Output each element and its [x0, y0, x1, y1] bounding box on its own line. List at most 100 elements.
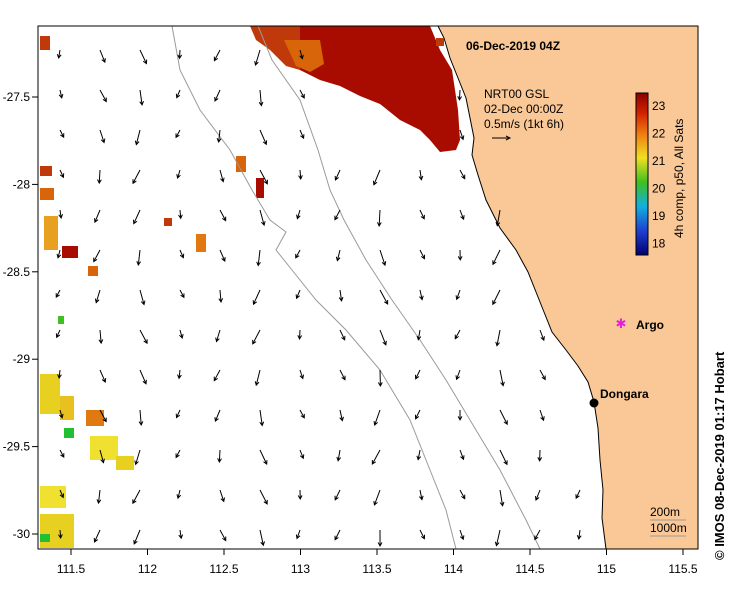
current-arrow-icon — [94, 289, 101, 304]
current-arrow-icon — [339, 369, 346, 381]
colorbar-scale — [635, 92, 649, 256]
x-tick-label: 112.5 — [209, 562, 238, 576]
x-tick-label: 114 — [444, 562, 463, 576]
current-arrow-icon — [179, 249, 185, 259]
colorbar: 23 22 21 20 19 18 4h comp, p50, All Sats — [635, 92, 686, 256]
current-arrow-icon — [299, 369, 305, 380]
current-arrow-icon — [419, 289, 424, 301]
current-arrow-icon — [216, 129, 222, 143]
current-arrow-icon — [59, 169, 65, 179]
current-arrow-icon — [55, 289, 61, 299]
colorbar-tick-label: 22 — [652, 127, 666, 141]
current-arrow-icon — [97, 169, 102, 185]
current-arrow-icon — [259, 209, 266, 227]
current-arrow-icon — [418, 489, 424, 501]
current-arrow-icon — [259, 529, 265, 547]
current-arrow-icon — [99, 49, 106, 64]
current-arrow-icon — [99, 369, 107, 383]
current-arrow-icon — [259, 489, 268, 505]
colorbar-tick-label: 23 — [652, 99, 666, 113]
credit-text: © IMOS 08-Dec-2019 01:17 Hobart — [712, 351, 727, 560]
current-arrow-icon — [93, 249, 101, 263]
current-arrow-icon — [455, 369, 461, 381]
y-tick-label: -28 — [13, 177, 31, 191]
colorbar-tick-label: 18 — [652, 237, 666, 251]
current-vector-field — [55, 49, 582, 547]
current-arrow-icon — [454, 329, 461, 340]
current-arrow-icon — [139, 89, 144, 106]
current-arrow-icon — [218, 289, 224, 304]
current-arrow-icon — [219, 209, 227, 222]
current-arrow-icon — [576, 529, 582, 540]
current-arrow-icon — [575, 489, 581, 500]
dongara-marker-icon — [589, 398, 599, 408]
current-arrow-icon — [175, 89, 181, 99]
current-arrow-icon — [132, 489, 141, 505]
current-arrow-icon — [299, 129, 305, 140]
y-tick-label: -29.5 — [3, 440, 31, 454]
depth-contours — [171, 25, 541, 550]
x-tick-label: 115.5 — [668, 562, 697, 576]
current-arrow-icon — [297, 329, 303, 340]
current-arrow-icon — [219, 169, 225, 183]
current-arrow-icon — [217, 449, 222, 464]
current-arrow-icon — [299, 89, 305, 99]
current-arrow-icon — [457, 89, 462, 101]
x-tick-label: 113 — [291, 562, 310, 576]
current-arrow-icon — [219, 249, 226, 262]
current-arrow-icon — [98, 329, 104, 345]
depth-legend-1000m: 1000m — [650, 521, 687, 535]
current-arrow-icon — [252, 289, 261, 306]
y-tick-label: -28.5 — [3, 265, 31, 279]
current-arrow-icon — [132, 169, 141, 185]
current-arrow-icon — [298, 169, 303, 180]
current-arrow-icon — [459, 489, 466, 500]
current-arrow-icon — [414, 409, 421, 420]
current-arrow-icon — [213, 369, 221, 382]
current-arrow-icon — [55, 329, 61, 339]
current-arrow-icon — [459, 529, 465, 541]
current-arrow-icon — [175, 409, 181, 419]
current-arrow-icon — [254, 49, 261, 66]
current-source: NRT00 GSL — [484, 87, 549, 101]
current-arrow-icon — [379, 249, 387, 267]
current-arrow-icon — [96, 489, 102, 505]
current-arrow-icon — [418, 169, 424, 181]
current-arrow-icon — [339, 329, 346, 341]
current-arrow-icon — [455, 289, 461, 301]
current-arrow-icon — [178, 209, 183, 220]
current-arrow-icon — [419, 209, 425, 220]
map-title: 06-Dec-2019 04Z — [466, 39, 560, 53]
current-legend: NRT00 GSL 02-Dec 00:00Z 0.5m/s (1kt 6h) — [484, 87, 564, 141]
current-arrow-icon — [339, 409, 344, 422]
current-arrow-icon — [459, 129, 465, 141]
current-arrow-icon — [175, 449, 181, 459]
current-arrow-icon — [495, 329, 501, 347]
current-arrow-icon — [377, 529, 383, 547]
current-arrow-icon — [537, 449, 543, 462]
plot-frame — [37, 25, 699, 550]
current-arrow-icon — [252, 329, 261, 345]
current-arrow-icon — [219, 489, 225, 503]
land-mass — [437, 25, 699, 550]
current-arrow-icon — [457, 249, 463, 261]
current-arrow-icon — [372, 169, 381, 186]
current-arrow-icon — [297, 489, 303, 501]
current-arrow-icon — [457, 409, 463, 421]
current-arrow-icon — [373, 489, 381, 506]
y-tick-label: -29 — [13, 352, 31, 366]
current-arrow-icon — [296, 209, 301, 220]
current-arrow-icon — [99, 449, 105, 464]
current-arrow-icon — [175, 129, 181, 139]
current-arrow-icon — [214, 89, 221, 102]
current-arrow-icon — [59, 129, 65, 139]
current-arrow-icon — [177, 369, 182, 380]
current-arrow-icon — [335, 249, 341, 262]
place-dongara: Dongara — [589, 387, 649, 408]
current-arrow-icon — [214, 409, 221, 423]
current-arrow-icon — [459, 209, 465, 221]
x-tick-label: 112 — [138, 562, 157, 576]
current-arrow-icon — [259, 169, 268, 185]
current-arrow-icon — [419, 529, 426, 540]
